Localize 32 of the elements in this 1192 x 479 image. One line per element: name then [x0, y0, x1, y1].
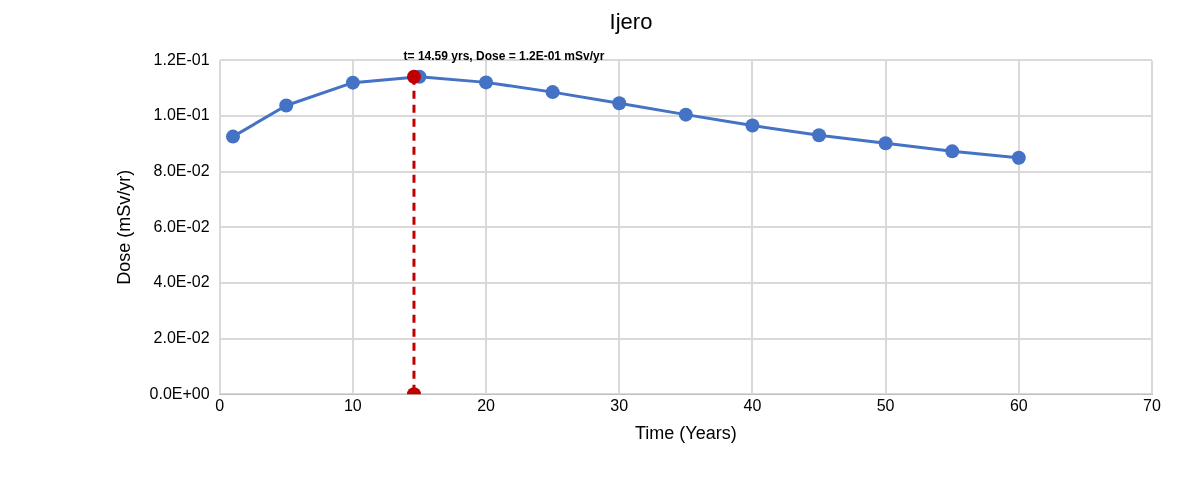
- y-tick-label: 8.0E-02: [153, 162, 210, 180]
- x-tick-label: 10: [343, 397, 362, 415]
- y-tick-label: 1.0E-01: [153, 106, 210, 124]
- chart-title: Ijero: [609, 9, 653, 35]
- point: [945, 144, 960, 159]
- x-tick-label: 60: [1009, 397, 1028, 415]
- point: [345, 75, 360, 90]
- point: [878, 136, 893, 151]
- point: [545, 85, 560, 100]
- y-tick-label: 2.0E-02: [153, 328, 210, 346]
- x-tick-label: 40: [743, 397, 762, 415]
- point: [612, 96, 627, 111]
- annotation: t= 14.59 yrs, Dose = 1.2E-01 mSv/yr: [403, 49, 605, 64]
- x-tick-label: 20: [477, 397, 496, 415]
- y-tick-label: 4.0E-02: [153, 273, 210, 291]
- point: [406, 69, 421, 84]
- y-tick-label: 1.2E-01: [153, 50, 210, 68]
- point: [279, 98, 294, 113]
- point: [812, 128, 827, 143]
- x-tick-label: 70: [1143, 397, 1161, 415]
- y-tick-label: 6.0E-02: [153, 217, 210, 235]
- y-axis-title: Dose (mSv/yr): [113, 169, 134, 285]
- x-tick-label: 30: [610, 397, 629, 415]
- point: [479, 75, 494, 90]
- point: [225, 129, 240, 144]
- point: [1011, 150, 1026, 165]
- point: [745, 118, 760, 133]
- x-tick-label: 50: [876, 397, 895, 415]
- x-axis-title: Time (Years): [634, 423, 737, 444]
- point: [678, 107, 693, 122]
- x-tick-label: 0: [215, 397, 225, 415]
- y-tick-label: 0.0E+00: [149, 384, 210, 402]
